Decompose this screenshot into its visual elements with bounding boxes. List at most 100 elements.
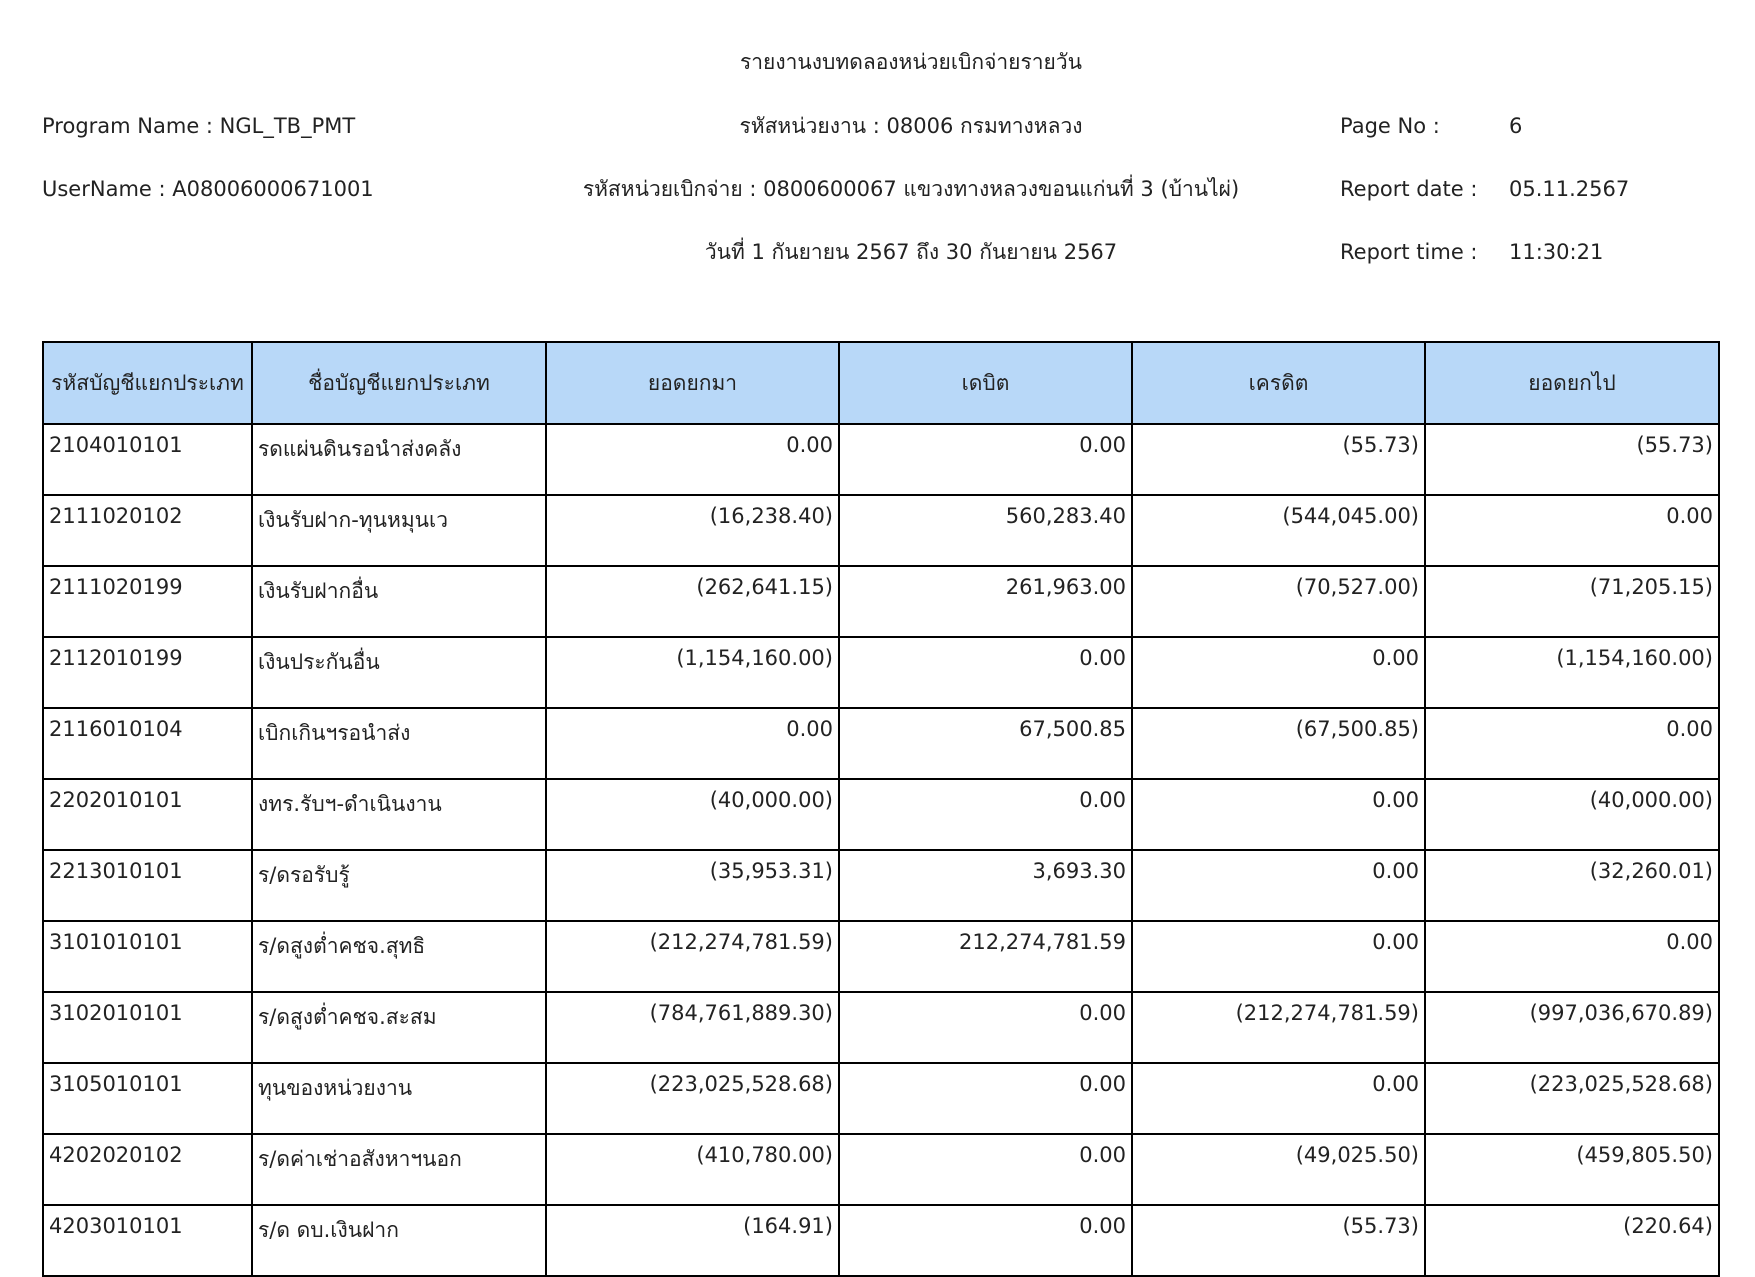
table-row: 3101010101 ร/ดสูงต่ำคชจ.สุทธิ (212,274,781… xyxy=(42,920,1720,993)
report-date-label: Report date : xyxy=(1340,177,1478,201)
table-cell: เงินรับฝาก-ทุนหมุนเว xyxy=(251,494,547,567)
table-cell: 0.00 xyxy=(545,707,840,780)
table-row: 2116010104 เบิกเกินฯรอนำส่ง 0.00 67,500.85(… xyxy=(42,707,1720,780)
table-cell: ร/ดรอรับรู้ xyxy=(251,849,547,922)
table-cell: 0.00 xyxy=(838,778,1133,851)
report-time: 11:30:21 xyxy=(1509,240,1604,264)
table-cell: 2111020199 xyxy=(42,565,253,638)
column-header: ยอดยกไป xyxy=(1424,341,1720,425)
report-date: 05.11.2567 xyxy=(1509,177,1630,201)
table-cell: 2116010104 xyxy=(42,707,253,780)
column-header: ชื่อบัญชีแยกประเภท xyxy=(251,341,547,425)
program-name: Program Name : NGL_TB_PMT xyxy=(42,114,356,138)
table-row: 2202010101 งทร.รับฯ-ดำเนินงาน (40,000.00) 0… xyxy=(42,778,1720,851)
table-cell: (67,500.85) xyxy=(1131,707,1426,780)
table-cell: 67,500.85 xyxy=(838,707,1133,780)
page-no: 6 xyxy=(1509,114,1523,138)
table-cell: เบิกเกินฯรอนำส่ง xyxy=(251,707,547,780)
table-cell: ทุนของหน่วยงาน xyxy=(251,1062,547,1135)
period: วันที่ 1 กันยายน 2567 ถึง 30 กันยายน 256… xyxy=(704,240,1118,264)
table-cell: งทร.รับฯ-ดำเนินงาน xyxy=(251,778,547,851)
disbursing-unit: รหัสหน่วยเบิกจ่าย : 0800600067 แขวงทางหล… xyxy=(582,177,1240,201)
table-cell: (55.73) xyxy=(1131,1204,1426,1277)
table-cell: 2111020102 xyxy=(42,494,253,567)
table-cell: (16,238.40) xyxy=(545,494,840,567)
table-cell: ร/ดค่าเช่าอสังหาฯนอก xyxy=(251,1133,547,1206)
table-cell: รดแผ่นดินรอนำส่งคลัง xyxy=(251,423,547,496)
table-cell: (32,260.01) xyxy=(1424,849,1720,922)
table-cell: 2104010101 xyxy=(42,423,253,496)
table-cell: (55.73) xyxy=(1131,423,1426,496)
table-cell: (40,000.00) xyxy=(1424,778,1720,851)
table-cell: 2112010199 xyxy=(42,636,253,709)
table-cell: (35,953.31) xyxy=(545,849,840,922)
trial-balance-table: รหัสบัญชีแยกประเภท ชื่อบัญชีแยกประเภท ยอดย… xyxy=(42,341,1720,1277)
table-cell: 0.00 xyxy=(1131,849,1426,922)
table-cell: (544,045.00) xyxy=(1131,494,1426,567)
table-cell: 0.00 xyxy=(1424,920,1720,993)
table-cell: 0.00 xyxy=(838,1133,1133,1206)
table-row: 2111020199 เงินรับฝากอื่น (262,641.15) 261,… xyxy=(42,565,1720,638)
page-no-label: Page No : xyxy=(1340,114,1440,138)
table-cell: 560,283.40 xyxy=(838,494,1133,567)
table-cell: 0.00 xyxy=(838,991,1133,1064)
column-header: เดบิต xyxy=(838,341,1133,425)
table-row: 3102010101 ร/ดสูงต่ำคชจ.สะสม (784,761,889.… xyxy=(42,991,1720,1064)
table-cell: 0.00 xyxy=(1131,920,1426,993)
table-cell: ร/ดสูงต่ำคชจ.สะสม xyxy=(251,991,547,1064)
header-row: รหัสบัญชีแยกประเภท ชื่อบัญชีแยกประเภท ยอดย… xyxy=(42,341,1720,425)
table-body: 2104010101 รดแผ่นดินรอนำส่งคลัง 0.00 0.00 (5… xyxy=(42,423,1720,1277)
table-cell: (223,025,528.68) xyxy=(1424,1062,1720,1135)
column-header: เครดิต xyxy=(1131,341,1426,425)
table-cell: 0.00 xyxy=(1131,636,1426,709)
table-cell: 0.00 xyxy=(545,423,840,496)
table-cell: 0.00 xyxy=(1424,494,1720,567)
table-cell: 2213010101 xyxy=(42,849,253,922)
table-cell: 3105010101 xyxy=(42,1062,253,1135)
table-cell: 0.00 xyxy=(838,1204,1133,1277)
table-cell: (1,154,160.00) xyxy=(1424,636,1720,709)
table-row: 4203010101 ร/ด ดบ.เงินฝาก (164.91) 0.00 (55.… xyxy=(42,1204,1720,1277)
table-cell: 3,693.30 xyxy=(838,849,1133,922)
table-cell: 0.00 xyxy=(838,423,1133,496)
table-cell: (459,805.50) xyxy=(1424,1133,1720,1206)
table-cell: (55.73) xyxy=(1424,423,1720,496)
table-cell: (49,025.50) xyxy=(1131,1133,1426,1206)
username: UserName : A08006000671001 xyxy=(42,177,374,201)
agency: รหัสหน่วยงาน : 08006 กรมทางหลวง xyxy=(739,114,1083,138)
table-cell: (1,154,160.00) xyxy=(545,636,840,709)
table-cell: เงินรับฝากอื่น xyxy=(251,565,547,638)
table-cell: ร/ดสูงต่ำคชจ.สุทธิ xyxy=(251,920,547,993)
table-cell: 261,963.00 xyxy=(838,565,1133,638)
table-cell: เงินประกันอื่น xyxy=(251,636,547,709)
table-cell: (70,527.00) xyxy=(1131,565,1426,638)
table-cell: (212,274,781.59) xyxy=(1131,991,1426,1064)
table-row: 2111020102 เงินรับฝาก-ทุนหมุนเว (16,238.40… xyxy=(42,494,1720,567)
table-cell: 2202010101 xyxy=(42,778,253,851)
table-cell: (212,274,781.59) xyxy=(545,920,840,993)
table-cell: (784,761,889.30) xyxy=(545,991,840,1064)
report-time-label: Report time : xyxy=(1340,240,1478,264)
table-cell: 3102010101 xyxy=(42,991,253,1064)
table-row: 2112010199 เงินประกันอื่น (1,154,160.00) 0.… xyxy=(42,636,1720,709)
table-cell: (164.91) xyxy=(545,1204,840,1277)
page: รายงานงบทดลองหน่วยเบิกจ่ายรายวัน Program… xyxy=(42,50,1720,1277)
table-cell: (410,780.00) xyxy=(545,1133,840,1206)
table-cell: (71,205.15) xyxy=(1424,565,1720,638)
table-cell: 0.00 xyxy=(1131,1062,1426,1135)
table-cell: (223,025,528.68) xyxy=(545,1062,840,1135)
table-cell: 212,274,781.59 xyxy=(838,920,1133,993)
table-cell: 0.00 xyxy=(838,636,1133,709)
column-header: ยอดยกมา xyxy=(545,341,840,425)
table-cell: 3101010101 xyxy=(42,920,253,993)
title: รายงานงบทดลองหน่วยเบิกจ่ายรายวัน xyxy=(739,50,1083,74)
table-cell: 4203010101 xyxy=(42,1204,253,1277)
table-cell: (997,036,670.89) xyxy=(1424,991,1720,1064)
table-row: 4202020102 ร/ดค่าเช่าอสังหาฯนอก (410,780.0… xyxy=(42,1133,1720,1206)
table-cell: ร/ด ดบ.เงินฝาก xyxy=(251,1204,547,1277)
table-row: 3105010101 ทุนของหน่วยงาน (223,025,528.68)… xyxy=(42,1062,1720,1135)
table-cell: 4202020102 xyxy=(42,1133,253,1206)
column-header: รหัสบัญชีแยกประเภท xyxy=(42,341,253,425)
table-cell: 0.00 xyxy=(838,1062,1133,1135)
table-cell: 0.00 xyxy=(1424,707,1720,780)
